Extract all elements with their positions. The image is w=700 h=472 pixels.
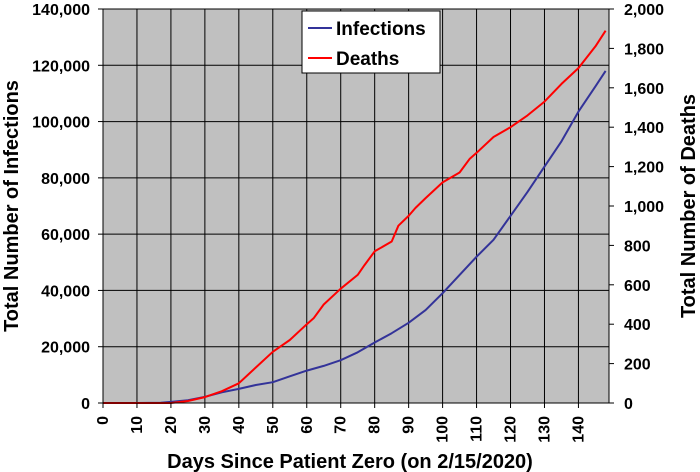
series-line-deaths	[103, 30, 607, 404]
legend-label-infections: Infections	[336, 19, 426, 40]
y-right-tick-label: 0	[624, 396, 633, 413]
x-tick-label: 90	[401, 416, 418, 434]
x-tick-label: 120	[503, 416, 520, 443]
series-lines	[103, 30, 607, 404]
y-right-tick-label: 1,800	[624, 41, 664, 58]
x-tick-label: 50	[265, 416, 282, 434]
y-left-tick-label: 120,000	[32, 58, 90, 75]
plot-area	[103, 9, 609, 403]
x-tick-label: 70	[333, 416, 350, 434]
y-left-tick-label: 0	[81, 396, 90, 413]
x-tick-label: 60	[299, 416, 316, 434]
y-right-tick-label: 2,000	[624, 2, 664, 19]
legend-label-deaths: Deaths	[336, 49, 399, 70]
x-tick-label: 140	[570, 416, 587, 443]
y-right-tick-label: 600	[624, 278, 651, 295]
x-tick-label: 130	[536, 416, 553, 443]
y-right-tick-label: 200	[624, 357, 651, 374]
y-right-tick-label: 1,400	[624, 120, 664, 137]
x-tick-label: 20	[163, 416, 180, 434]
legend-box	[301, 10, 441, 74]
y-axis-right-ticks: 0 200 400 600 800 1,000 1,200 1,400 1,600 1,800 2,…	[609, 2, 664, 413]
y-left-tick-label: 20,000	[41, 340, 90, 357]
y-right-tick-label: 1,000	[624, 199, 664, 216]
legend: Infections Deaths	[301, 10, 441, 74]
y-right-tick-label: 400	[624, 317, 651, 334]
y-left-tick-label: 80,000	[41, 171, 90, 188]
x-tick-label: 110	[469, 416, 486, 442]
x-tick-label: 40	[231, 416, 248, 434]
y-right-tick-label: 800	[624, 238, 651, 255]
y-left-tick-label: 40,000	[41, 283, 90, 300]
y-axis-right-title: Total Number of Deaths	[678, 94, 700, 318]
x-axis-title: Days Since Patient Zero (on 2/15/2020)	[167, 451, 533, 472]
x-axis-ticks: 0 10 20 30 40 50 60 70 80 90 100 110 120 130 140	[95, 403, 587, 443]
x-tick-label: 10	[129, 416, 146, 434]
y-axis-left-ticks: 0 20,000 40,000 60,000 80,000 100,000 120,000 1…	[32, 2, 103, 413]
x-tick-label: 0	[95, 416, 112, 425]
y-axis-left-title: Total Number of Infections	[1, 80, 23, 332]
y-left-tick-label: 60,000	[41, 227, 90, 244]
x-tick-label: 100	[435, 416, 452, 443]
y-right-tick-label: 1,200	[624, 160, 664, 177]
y-left-tick-label: 100,000	[32, 115, 90, 132]
y-left-tick-label: 140,000	[32, 2, 90, 19]
x-tick-label: 80	[367, 416, 384, 434]
y-right-tick-label: 1,600	[624, 81, 664, 98]
x-tick-label: 30	[197, 416, 214, 434]
